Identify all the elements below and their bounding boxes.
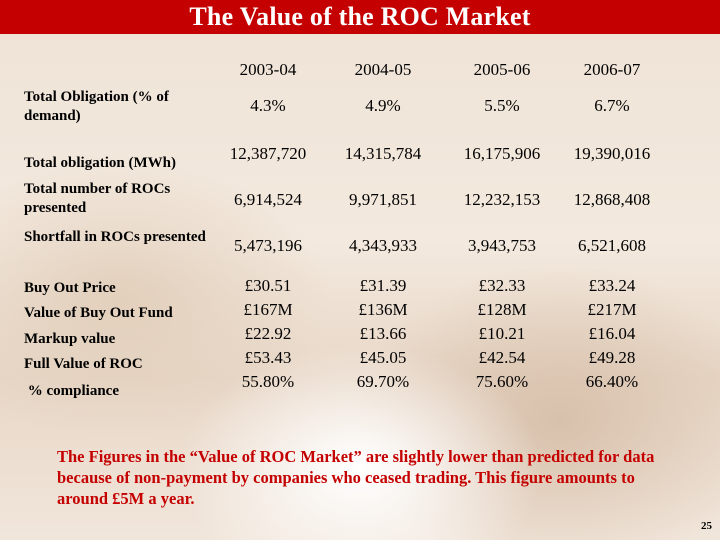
year-header: 2006-07 [583, 60, 641, 79]
cell-value: £32.33 [478, 276, 526, 295]
cell-value: 66.40% [585, 372, 639, 391]
cell-value: 9,971,851 [349, 190, 417, 209]
row-label: Value of Buy Out Fund [24, 305, 173, 321]
cell-value: 75.60% [475, 372, 529, 391]
cell-value: £16.04 [588, 324, 636, 343]
row-label: Total number of ROCs presented [24, 181, 171, 216]
footnote: The Figures in the “Value of ROC Market”… [57, 447, 655, 508]
title-bar: The Value of the ROC Market [0, 0, 720, 34]
cell-value: £33.24 [588, 276, 636, 295]
row-label: Total Obligation (% of demand) [24, 89, 169, 124]
cell-value: 12,868,408 [573, 190, 651, 209]
row-label: % compliance [24, 383, 119, 399]
cell-value: £136M [358, 300, 408, 319]
slide-title: The Value of the ROC Market [189, 2, 531, 31]
row-label: Total obligation (MWh) [24, 155, 176, 171]
cell-value: 4.9% [365, 96, 401, 115]
cell-value: 55.80% [241, 372, 295, 391]
cell-value: £10.21 [478, 324, 526, 343]
cell-value: 12,387,720 [229, 144, 307, 163]
row-label: Markup value [24, 331, 116, 347]
cell-value: £42.54 [478, 348, 526, 367]
cell-value: £22.92 [244, 324, 292, 343]
cell-value: 5.5% [484, 96, 520, 115]
cell-value: £53.43 [244, 348, 292, 367]
cell-value: 4.3% [250, 96, 286, 115]
cell-value: £217M [587, 300, 637, 319]
row-label: Shortfall in ROCs presented [24, 229, 206, 245]
year-header: 2005-06 [473, 60, 531, 79]
cell-value: 69.70% [356, 372, 410, 391]
cell-value: 5,473,196 [234, 236, 302, 255]
page-number: 25 [701, 520, 712, 532]
row-label: Buy Out Price [24, 280, 116, 296]
cell-value: 19,390,016 [573, 144, 651, 163]
cell-value: 16,175,906 [463, 144, 541, 163]
row-label: Full Value of ROC [24, 356, 143, 372]
cell-value: £30.51 [244, 276, 292, 295]
cell-value: 4,343,933 [349, 236, 417, 255]
year-header: 2004-05 [354, 60, 412, 79]
year-header: 2003-04 [239, 60, 297, 79]
cell-value: £128M [477, 300, 527, 319]
cell-value: £167M [243, 300, 293, 319]
cell-value: £45.05 [359, 348, 407, 367]
roc-market-table: 2003-04 2004-05 2005-06 2006-07 Total Ob… [0, 54, 720, 406]
cell-value: 6,521,608 [578, 236, 646, 255]
cell-value: 12,232,153 [463, 190, 541, 209]
cell-value: £31.39 [359, 276, 407, 295]
cell-value: 3,943,753 [468, 236, 536, 255]
cell-value: £13.66 [359, 324, 407, 343]
cell-value: 14,315,784 [344, 144, 422, 163]
cell-value: £49.28 [588, 348, 636, 367]
cell-value: 6,914,524 [234, 190, 302, 209]
cell-value: 6.7% [594, 96, 630, 115]
